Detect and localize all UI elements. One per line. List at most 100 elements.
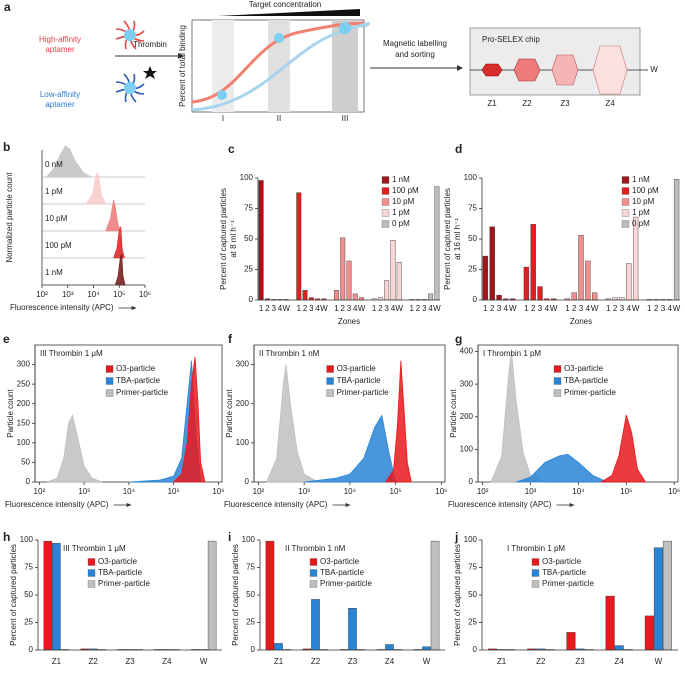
- legend-label: TBA-particle: [320, 568, 365, 577]
- legend-label: 100 pM: [392, 186, 419, 195]
- x-tick-label: Z3: [575, 657, 585, 666]
- x-tick-label: W: [673, 304, 681, 313]
- legend-label: 100 pM: [632, 186, 659, 195]
- axis-label: Zones: [338, 317, 360, 326]
- panel-j: j 0 25 50 75 100 Z1 Z2 Z3 Z4 W I Thrombin 1 pM Perce…: [453, 530, 678, 666]
- label: aptamer: [45, 100, 75, 109]
- arrow-head: [345, 503, 351, 507]
- bar: [482, 255, 489, 301]
- x-tick-label: 4: [278, 304, 283, 313]
- legend-swatch: [87, 580, 96, 588]
- legend-swatch: [309, 569, 318, 577]
- x-tick-label: Z2: [536, 657, 546, 666]
- panel-letter: h: [3, 530, 10, 544]
- x-tick-label: 10⁵: [113, 290, 125, 299]
- bar: [430, 540, 440, 651]
- histogram: [304, 414, 397, 483]
- panel-letter: i: [228, 530, 231, 544]
- series-label: 1 pM: [45, 187, 63, 196]
- x-tick-label: 10³: [78, 487, 90, 496]
- axis-label: Percent of total binding: [178, 25, 187, 107]
- particle-icon: [339, 22, 351, 34]
- y-tick-label: 100: [236, 438, 250, 447]
- band: [332, 20, 358, 112]
- y-tick-label: 50: [244, 234, 253, 243]
- y-tick-label: 150: [17, 418, 31, 427]
- chart-title: III Thrombin 1 μM: [63, 544, 126, 553]
- series-label: 10 pM: [45, 214, 68, 223]
- legend-swatch: [105, 377, 114, 385]
- histogram: [85, 172, 107, 205]
- legend-label: TBA-particle: [337, 376, 382, 385]
- x-tick-label: 10⁴: [87, 290, 100, 299]
- bar: [296, 192, 302, 301]
- bar: [523, 266, 530, 301]
- bar: [653, 547, 663, 651]
- x-tick-label: 10⁴: [572, 487, 585, 496]
- chart-title: I Thrombin 1 pM: [507, 544, 565, 553]
- y-tick-label: 75: [468, 563, 477, 572]
- y-tick-label: 400: [460, 347, 474, 356]
- x-tick-label: 10⁴: [123, 487, 136, 496]
- bar: [385, 644, 394, 651]
- chart-title: I Thrombin 1 pM: [483, 349, 541, 358]
- legend-label: O3-particle: [116, 364, 156, 373]
- y-tick-label: 0: [469, 477, 474, 486]
- x-tick-label: 4: [353, 304, 358, 313]
- y-tick-label: 200: [17, 399, 31, 408]
- legend-label: O3-particle: [542, 557, 582, 566]
- legend-label: 1 pM: [632, 208, 650, 217]
- y-tick-label: 200: [236, 399, 250, 408]
- x-tick-label: 10⁵: [390, 487, 402, 496]
- legend-swatch: [381, 198, 390, 206]
- x-tick-label: 10⁵: [168, 487, 180, 496]
- axis-label: Fluorescence intensity (APC): [224, 500, 328, 509]
- x-tick-label: 2: [416, 304, 421, 313]
- bar: [265, 540, 275, 651]
- x-tick-label: 4: [428, 304, 433, 313]
- x-tick-label: W: [655, 657, 663, 666]
- axis-label: Particle count: [225, 388, 234, 437]
- legend-label: Primer-particle: [564, 388, 617, 397]
- x-tick-label: 4: [545, 304, 550, 313]
- legend-label: 1 nM: [392, 175, 410, 184]
- legend-swatch: [326, 377, 334, 385]
- legend-swatch: [326, 389, 334, 397]
- bar: [614, 645, 624, 651]
- legend-swatch: [553, 365, 562, 373]
- x-tick-label: Z4: [162, 657, 172, 666]
- y-tick-label: 250: [17, 379, 31, 388]
- x-tick-label: 2: [265, 304, 270, 313]
- y-tick-label: 50: [21, 458, 30, 467]
- legend-swatch: [621, 198, 630, 206]
- x-tick-label: 4: [586, 304, 591, 313]
- label: Low-affinity: [40, 90, 80, 99]
- axis-label: Normalized particle count: [5, 172, 14, 263]
- zone-label: Z2: [522, 99, 532, 108]
- x-tick-label: 1: [483, 304, 488, 313]
- legend-label: Primer-particle: [116, 388, 169, 397]
- y-tick-label: 300: [236, 360, 250, 369]
- bar: [632, 216, 639, 301]
- y-tick-label: 25: [24, 618, 33, 627]
- y-tick-label: 75: [244, 204, 253, 213]
- bar: [207, 540, 217, 651]
- y-tick-label: 0: [249, 295, 254, 304]
- x-tick-label: Z3: [348, 657, 358, 666]
- legend-label: 0 pM: [392, 219, 410, 228]
- histogram: [172, 356, 206, 483]
- histogram: [45, 145, 93, 178]
- legend-label: TBA-particle: [542, 568, 587, 577]
- bar: [346, 260, 352, 301]
- y-tick-label: 0: [251, 645, 256, 654]
- x-tick-label: 3: [309, 304, 314, 313]
- legend-label: O3-particle: [320, 557, 360, 566]
- panel-letter: f: [228, 332, 233, 346]
- bar: [537, 286, 543, 301]
- panel-letter: b: [3, 140, 10, 154]
- axis-label: Particle count: [449, 388, 458, 437]
- wedge: [218, 9, 360, 16]
- histogram: [599, 415, 647, 483]
